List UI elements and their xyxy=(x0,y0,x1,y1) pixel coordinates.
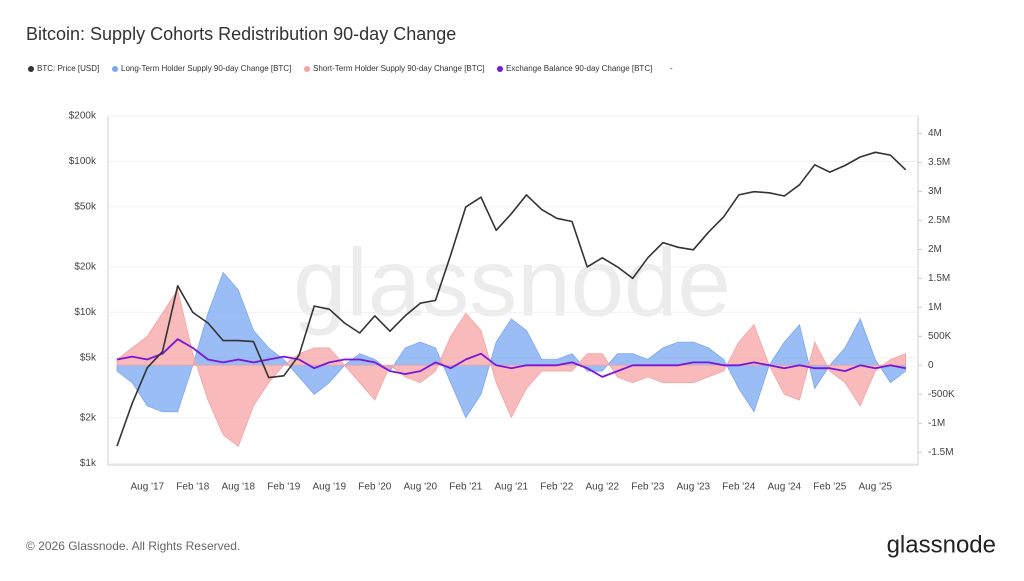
x-tick-label: Aug '22 xyxy=(586,482,620,493)
line xyxy=(116,151,907,447)
y-tick-label: $10k xyxy=(74,307,97,318)
x-tick-label: Feb '22 xyxy=(540,482,573,493)
y-tick-label: $50k xyxy=(74,202,97,213)
y2-tick-label: 500K xyxy=(928,331,952,342)
x-tick-label: Aug '25 xyxy=(859,482,893,493)
y2-tick-label: 2.5M xyxy=(928,215,950,226)
y2-tick-label: 0 xyxy=(928,360,934,371)
y2-tick-label: 1.5M xyxy=(928,273,950,284)
legend-label: Short-Term Holder Supply 90-day Change [… xyxy=(313,64,485,73)
chart-title: Bitcoin: Supply Cohorts Redistribution 9… xyxy=(26,24,456,44)
x-tick-label: Aug '18 xyxy=(222,482,256,493)
y2-tick-label: 3.5M xyxy=(928,157,950,168)
x-tick-label: Aug '20 xyxy=(404,482,438,493)
x-tick-label: Feb '23 xyxy=(631,482,664,493)
y-tick-label: $1k xyxy=(80,458,97,469)
legend-extra: - xyxy=(670,64,673,73)
legend-marker xyxy=(112,66,118,72)
y2-tick-label: 1M xyxy=(928,302,942,313)
x-tick-label: Aug '17 xyxy=(131,482,165,493)
y2-tick-label: 2M xyxy=(928,244,942,255)
y-tick-label: $2k xyxy=(80,413,97,424)
legend-label: Long-Term Holder Supply 90-day Change [B… xyxy=(121,64,291,73)
legend-label: BTC: Price [USD] xyxy=(37,64,99,73)
y-tick-label: $20k xyxy=(74,262,97,273)
x-tick-label: Feb '24 xyxy=(722,482,755,493)
x-tick-label: Feb '20 xyxy=(358,482,391,493)
y2-tick-label: -1.5M xyxy=(928,447,954,458)
legend-marker xyxy=(304,66,310,72)
area xyxy=(116,271,907,419)
y2-tick-label: 4M xyxy=(928,128,942,139)
legend-marker xyxy=(28,66,34,72)
x-tick-label: Feb '18 xyxy=(176,482,209,493)
x-tick-label: Aug '23 xyxy=(677,482,711,493)
x-tick-label: Aug '19 xyxy=(313,482,347,493)
legend-label: Exchange Balance 90-day Change [BTC] xyxy=(506,64,652,73)
copyright: © 2026 Glassnode. All Rights Reserved. xyxy=(26,539,240,553)
y-tick-label: $5k xyxy=(80,352,97,363)
y2-tick-label: 3M xyxy=(928,186,942,197)
x-tick-label: Feb '25 xyxy=(813,482,846,493)
y-tick-label: $200k xyxy=(69,111,97,122)
y2-tick-label: -1M xyxy=(928,418,945,429)
logo: glassnode xyxy=(887,531,996,558)
legend-marker xyxy=(497,66,503,72)
x-tick-label: Aug '21 xyxy=(495,482,529,493)
y2-tick-label: -500K xyxy=(928,389,955,400)
x-tick-label: Feb '19 xyxy=(267,482,300,493)
y-tick-label: $100k xyxy=(69,156,97,167)
x-tick-label: Aug '24 xyxy=(768,482,802,493)
line xyxy=(116,338,906,378)
x-tick-label: Feb '21 xyxy=(449,482,482,493)
